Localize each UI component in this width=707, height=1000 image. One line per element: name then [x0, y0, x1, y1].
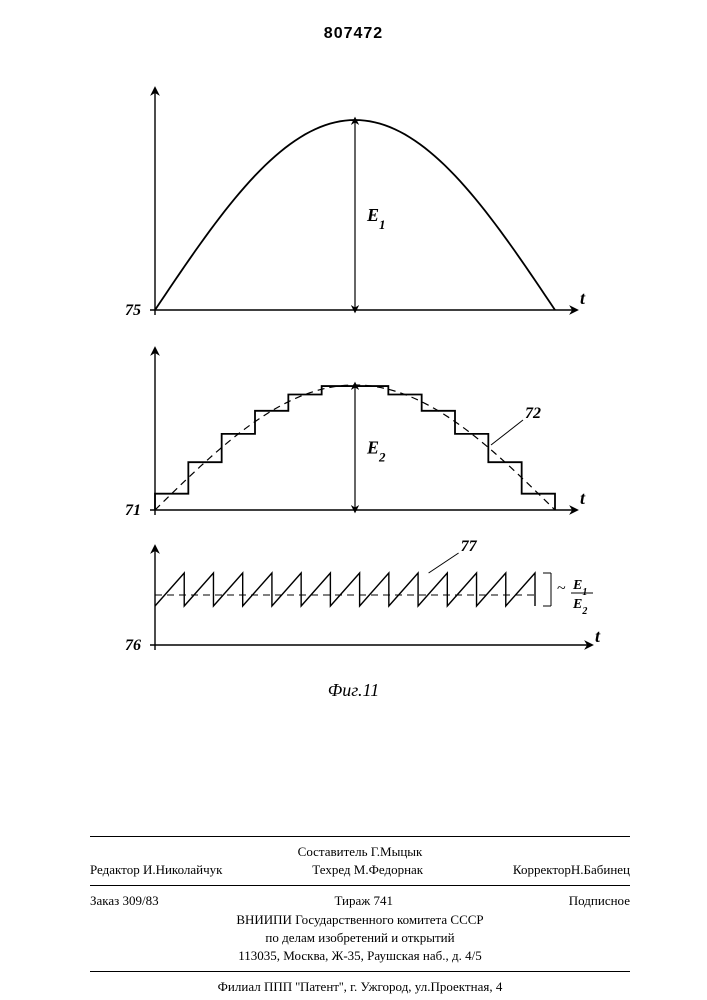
figure-caption: Фиг.11	[0, 680, 707, 701]
svg-text:76: 76	[125, 637, 141, 654]
svg-text:75: 75	[125, 302, 141, 319]
footer-order: Заказ 309/83	[90, 892, 159, 910]
footer-techred: Техред М.Федорнак	[312, 861, 423, 879]
footer-compiler: Составитель Г.Мыцык	[90, 843, 630, 861]
svg-text:E2: E2	[366, 438, 386, 465]
svg-text:t: t	[580, 488, 586, 508]
figure-svg: 75tE1 71tE272 76t~E1E277	[105, 80, 605, 680]
footer-corrector: КорректорН.Бабинец	[513, 861, 630, 879]
svg-text:77: 77	[461, 538, 478, 555]
panel-2: 71 t E2 72	[125, 350, 586, 519]
footer-credits-row: Редактор И.Николайчук Техред М.Федорнак …	[90, 861, 630, 879]
svg-text:~: ~	[557, 580, 566, 597]
page: 807472 75tE1 71tE272 76t~E1E277 Фиг.11 С…	[0, 0, 707, 1000]
svg-text:E1: E1	[572, 578, 587, 598]
svg-text:71: 71	[125, 502, 141, 519]
svg-text:t: t	[580, 288, 586, 308]
footer-branch: Филиал ППП ''Патент'', г. Ужгород, ул.Пр…	[90, 978, 630, 996]
page-number: 807472	[0, 25, 707, 43]
svg-text:72: 72	[525, 405, 541, 422]
footer-order-row: Заказ 309/83 Тираж 741 Подписное	[90, 892, 630, 910]
footer-circulation: Тираж 741	[334, 892, 393, 910]
footer-subscription: Подписное	[569, 892, 630, 910]
footer-org-1: ВНИИПИ Государственного комитета СССР	[90, 911, 630, 929]
footer-editor: Редактор И.Николайчук	[90, 861, 222, 879]
svg-text:t: t	[595, 626, 601, 646]
footer-rule-3	[90, 971, 630, 972]
footer-rule-2	[90, 885, 630, 886]
svg-text:E1: E1	[366, 205, 386, 232]
footer-org-2: по делам изобретений и открытий	[90, 929, 630, 947]
footer-rule-1	[90, 836, 630, 837]
footer-block: Составитель Г.Мыцык Редактор И.Николайчу…	[90, 830, 630, 996]
panel-1: 75 t E1	[125, 90, 586, 319]
panel-3: 76 t ~ E1E2 77	[125, 538, 601, 654]
figure-11: 75tE1 71tE272 76t~E1E277	[105, 80, 605, 680]
svg-text:E2: E2	[572, 597, 587, 617]
footer-address: 113035, Москва, Ж-35, Раушская наб., д. …	[90, 947, 630, 965]
